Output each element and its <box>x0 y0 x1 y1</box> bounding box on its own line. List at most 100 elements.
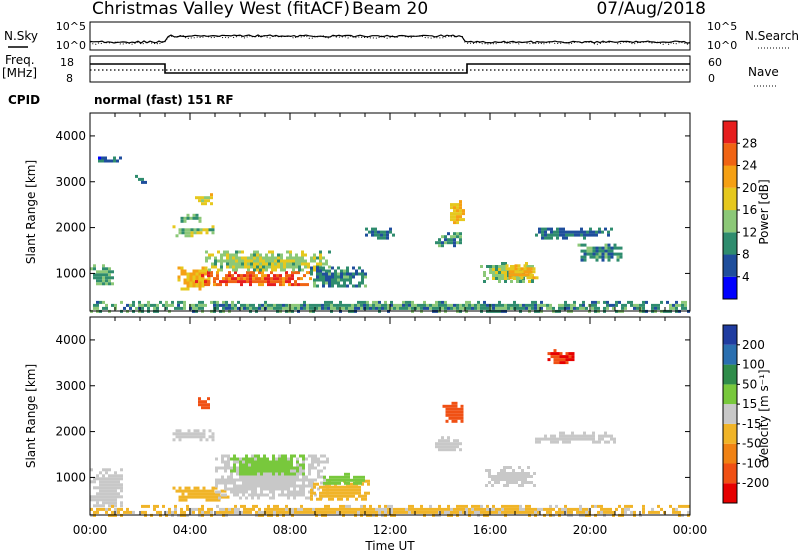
velocity-cell <box>512 469 515 472</box>
power-cell <box>141 180 144 184</box>
velocity-cell <box>96 510 99 514</box>
velocity-cell <box>302 484 305 488</box>
power-cell <box>147 303 150 307</box>
power-cell <box>220 259 223 263</box>
velocity-cell <box>221 466 224 470</box>
velocity-cell <box>260 463 263 467</box>
power-cell <box>417 303 420 307</box>
power-cell <box>322 275 325 279</box>
velocity-cell <box>509 472 512 475</box>
power-cell <box>189 216 193 220</box>
colorbar-tick-label: 100 <box>742 358 765 372</box>
power-cell <box>324 306 327 310</box>
power-cell <box>583 230 586 234</box>
velocity-cell <box>582 507 585 511</box>
velocity-cell <box>111 492 114 496</box>
velocity-cell <box>565 440 568 444</box>
power-cell <box>279 283 282 287</box>
velocity-cell <box>181 492 185 496</box>
power-cell <box>93 273 96 277</box>
power-cell <box>229 265 232 269</box>
velocity-cell <box>96 504 99 508</box>
velocity-cell <box>497 472 500 475</box>
velocity-cell <box>196 495 200 499</box>
velocity-cell <box>239 466 242 470</box>
power-cell <box>380 236 383 240</box>
velocity-cell <box>347 475 350 479</box>
power-cell <box>589 230 592 234</box>
velocity-cell <box>597 510 600 514</box>
velocity-cell <box>278 457 281 461</box>
power-cell <box>258 283 261 287</box>
power-cell <box>132 300 135 304</box>
power-cell <box>177 300 180 304</box>
velocity-cell <box>184 432 188 436</box>
power-cell <box>495 271 498 274</box>
velocity-cell <box>105 468 108 472</box>
velocity-cell <box>199 435 203 439</box>
power-cell <box>180 287 184 291</box>
power-cell <box>580 258 584 262</box>
velocity-cell <box>120 474 123 478</box>
power-cell <box>198 306 201 310</box>
velocity-cell <box>105 489 108 493</box>
velocity-cell <box>562 434 565 438</box>
velocity-cell <box>533 484 536 487</box>
velocity-cell <box>331 488 334 492</box>
power-cell <box>249 274 252 278</box>
power-cell <box>204 272 208 276</box>
power-cell <box>390 303 393 307</box>
velocity-cell <box>607 440 610 444</box>
velocity-cell <box>364 494 367 498</box>
velocity-cell <box>660 507 663 511</box>
power-cell <box>630 300 633 304</box>
velocity-cell <box>227 460 230 464</box>
power-cell <box>264 303 267 307</box>
velocity-cell <box>633 510 636 514</box>
velocity-cell <box>533 472 536 475</box>
power-cell <box>322 281 325 285</box>
velocity-cell <box>108 477 111 481</box>
velocity-cell <box>290 463 293 467</box>
power-cell <box>375 306 378 310</box>
power-cell <box>198 284 202 288</box>
power-cell <box>669 306 672 310</box>
power-cell <box>386 233 389 237</box>
power-cell <box>657 303 660 307</box>
velocity-cell <box>178 438 182 442</box>
power-cell <box>591 306 594 310</box>
velocity-cell <box>257 463 260 467</box>
power-cell <box>189 275 193 279</box>
power-cell <box>309 303 312 307</box>
velocity-cell <box>672 507 675 511</box>
velocity-cell <box>567 507 570 511</box>
velocity-cell <box>396 507 399 511</box>
power-cell <box>211 228 215 232</box>
velocity-cell <box>117 480 120 484</box>
velocity-cell <box>269 481 272 485</box>
power-cell <box>610 227 613 231</box>
velocity-cell <box>93 504 96 508</box>
power-cell <box>371 233 374 237</box>
velocity-cell <box>393 510 396 514</box>
velocity-cell <box>465 507 468 511</box>
velocity-cell <box>559 431 562 435</box>
power-cell <box>589 246 593 250</box>
velocity-cell <box>324 510 327 514</box>
power-cell <box>244 256 247 260</box>
power-cell <box>450 303 453 307</box>
velocity-cell <box>396 510 399 514</box>
power-cell <box>331 275 334 279</box>
velocity-cell <box>468 507 471 511</box>
power-cell <box>592 255 596 259</box>
velocity-cell <box>313 485 316 489</box>
velocity-cell <box>201 403 204 407</box>
velocity-cell <box>296 493 299 497</box>
power-cell <box>210 202 213 206</box>
velocity-cell <box>291 510 294 514</box>
velocity-cell <box>108 489 111 493</box>
velocity-cell <box>521 478 524 481</box>
power-cell <box>520 276 524 280</box>
power-cell <box>597 306 600 310</box>
power-cell <box>110 159 113 163</box>
